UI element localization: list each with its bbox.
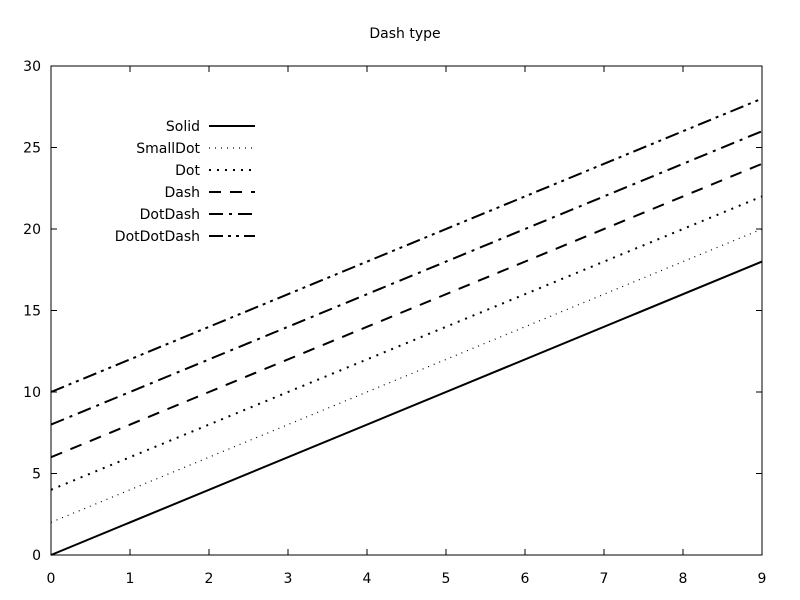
y-tick-label: 10 bbox=[23, 385, 41, 401]
series-line-dot bbox=[50, 195, 763, 491]
x-tick-label: 8 bbox=[679, 571, 688, 587]
y-tick-label: 20 bbox=[23, 222, 41, 238]
series-lines bbox=[50, 97, 763, 556]
legend-label: DotDash bbox=[140, 207, 200, 223]
series-line-dash bbox=[50, 162, 763, 459]
series-line-solid bbox=[50, 260, 763, 556]
y-tick-label: 25 bbox=[23, 141, 41, 157]
x-tick-label: 7 bbox=[600, 571, 609, 587]
series-line-dotdash bbox=[50, 130, 763, 426]
legend-label: SmallDot bbox=[136, 141, 200, 157]
series-line-dotdotdash bbox=[50, 97, 763, 393]
y-tick-label: 30 bbox=[23, 59, 41, 75]
x-tick-label: 1 bbox=[126, 571, 135, 587]
legend-label: Dot bbox=[175, 163, 200, 179]
x-tick-label: 0 bbox=[47, 571, 56, 587]
x-tick-label: 4 bbox=[363, 571, 372, 587]
legend-label: DotDotDash bbox=[115, 229, 200, 245]
y-tick-label: 0 bbox=[32, 548, 41, 564]
y-tick-label: 15 bbox=[23, 304, 41, 320]
x-tick-label: 3 bbox=[284, 571, 293, 587]
x-tick-label: 9 bbox=[758, 571, 767, 587]
chart-title: Dash type bbox=[369, 26, 440, 42]
x-tick-label: 6 bbox=[521, 571, 530, 587]
y-tick-label: 5 bbox=[32, 467, 41, 483]
x-tick-label: 5 bbox=[442, 571, 451, 587]
legend-label: Dash bbox=[164, 185, 200, 201]
legend-label: Solid bbox=[166, 119, 200, 135]
axes: 0 1 2 3 4 5 6 7 8 9 0 5 10 15 20 25 30 bbox=[23, 59, 766, 587]
x-tick-label: 2 bbox=[205, 571, 214, 587]
series-line-smalldot bbox=[50, 228, 763, 523]
